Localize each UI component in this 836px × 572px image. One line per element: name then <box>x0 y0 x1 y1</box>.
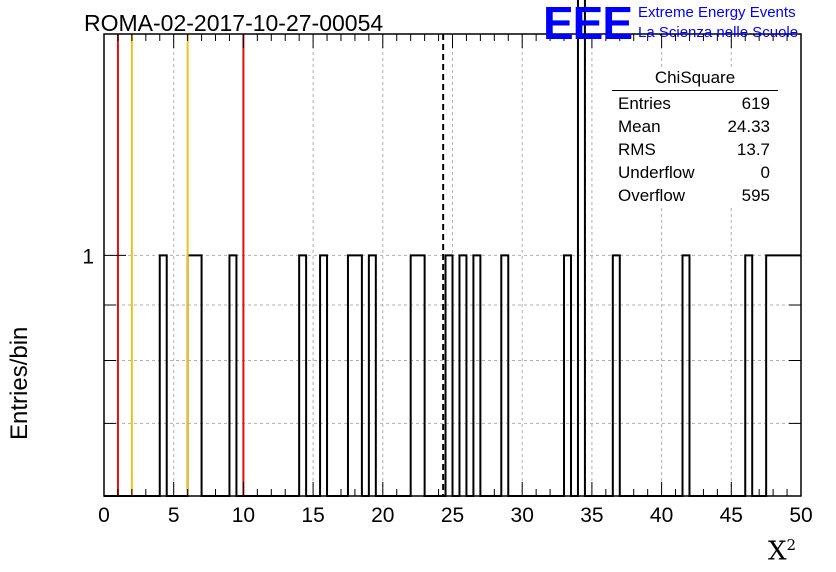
histogram-bin <box>195 255 202 496</box>
histogram-bin <box>773 255 780 496</box>
x-axis-label: X2 <box>768 536 796 567</box>
x-tick-label: 45 <box>720 504 743 527</box>
stats-title: ChiSquare <box>612 68 778 91</box>
x-tick-label: 50 <box>789 504 812 527</box>
stats-label: RMS <box>618 140 656 159</box>
x-axis-label-superscript: 2 <box>786 536 797 554</box>
x-tick-label: 40 <box>650 504 673 527</box>
x-tick-label: 0 <box>98 504 110 527</box>
histogram-bin <box>188 255 195 496</box>
stats-value: 0 <box>760 163 770 182</box>
histogram-bin <box>355 255 362 496</box>
axes: 0 5 10 15 20 25 30 35 40 45 50 1 <box>82 33 813 527</box>
histogram-bin <box>745 255 752 496</box>
histogram-bin <box>613 255 620 496</box>
histogram-bin <box>787 255 794 496</box>
stats-row-mean: Mean 24.33 <box>612 115 778 138</box>
stats-row-overflow: Overflow 595 <box>612 184 778 207</box>
stats-value: 24.33 <box>727 117 770 136</box>
x-tick-label: 20 <box>371 504 394 527</box>
histogram-bin <box>369 255 376 496</box>
histogram-bin <box>229 255 236 496</box>
eee-logo: EEE Extreme Energy Events La Scienza nel… <box>543 0 833 49</box>
y-axis-label: Entries/bin <box>6 326 33 440</box>
stats-value: 13.7 <box>736 140 770 159</box>
histogram-bin <box>446 255 453 496</box>
histogram-bin <box>418 255 425 496</box>
histogram-bin <box>780 255 787 496</box>
x-tick-label: 25 <box>441 504 464 527</box>
histogram-outline <box>104 0 801 497</box>
histogram-bin <box>348 255 355 496</box>
stats-row-entries: Entries 619 <box>612 92 778 115</box>
histogram-bin <box>794 255 801 496</box>
histogram-bins <box>104 0 801 497</box>
stats-row-underflow: Underflow 0 <box>612 161 778 184</box>
stats-label: Entries <box>618 94 671 113</box>
x-axis-label-base: X <box>768 536 787 567</box>
x-tick-label: 5 <box>168 504 180 527</box>
reference-lines <box>116 34 445 496</box>
histogram-bin <box>299 255 306 496</box>
histogram-bin <box>766 255 773 496</box>
stats-label: Underflow <box>618 163 695 182</box>
logo-line-1: Extreme Energy Events <box>638 4 796 21</box>
histogram-bin <box>160 255 167 496</box>
stats-label: Overflow <box>618 186 686 205</box>
histogram-bin <box>564 255 571 496</box>
x-tick-label: 30 <box>511 504 534 527</box>
histogram-bin <box>473 255 480 496</box>
histogram-bin <box>411 255 418 496</box>
stats-value: 619 <box>741 94 770 113</box>
stats-row-rms: RMS 13.7 <box>612 138 778 161</box>
logo-line-2: La Scienza nelle Scuole <box>638 24 799 41</box>
stats-value: 595 <box>741 186 770 205</box>
x-tick-label: 10 <box>232 504 255 527</box>
histogram-bin <box>578 0 585 496</box>
histogram-bin <box>320 255 327 496</box>
chart-title: ROMA-02-2017-10-27-00054 <box>84 10 384 36</box>
histogram-bin <box>459 255 466 496</box>
x-tick-label: 15 <box>301 504 324 527</box>
logo-mark: EEE <box>543 0 633 49</box>
stats-box: ChiSquare Entries 619 Mean 24.33 RMS 13.… <box>612 68 778 207</box>
x-tick-label: 35 <box>580 504 603 527</box>
y-tick-label: 1 <box>82 245 94 268</box>
histogram-bin <box>683 255 690 496</box>
histogram-bin <box>501 255 508 496</box>
stats-label: Mean <box>618 117 661 136</box>
